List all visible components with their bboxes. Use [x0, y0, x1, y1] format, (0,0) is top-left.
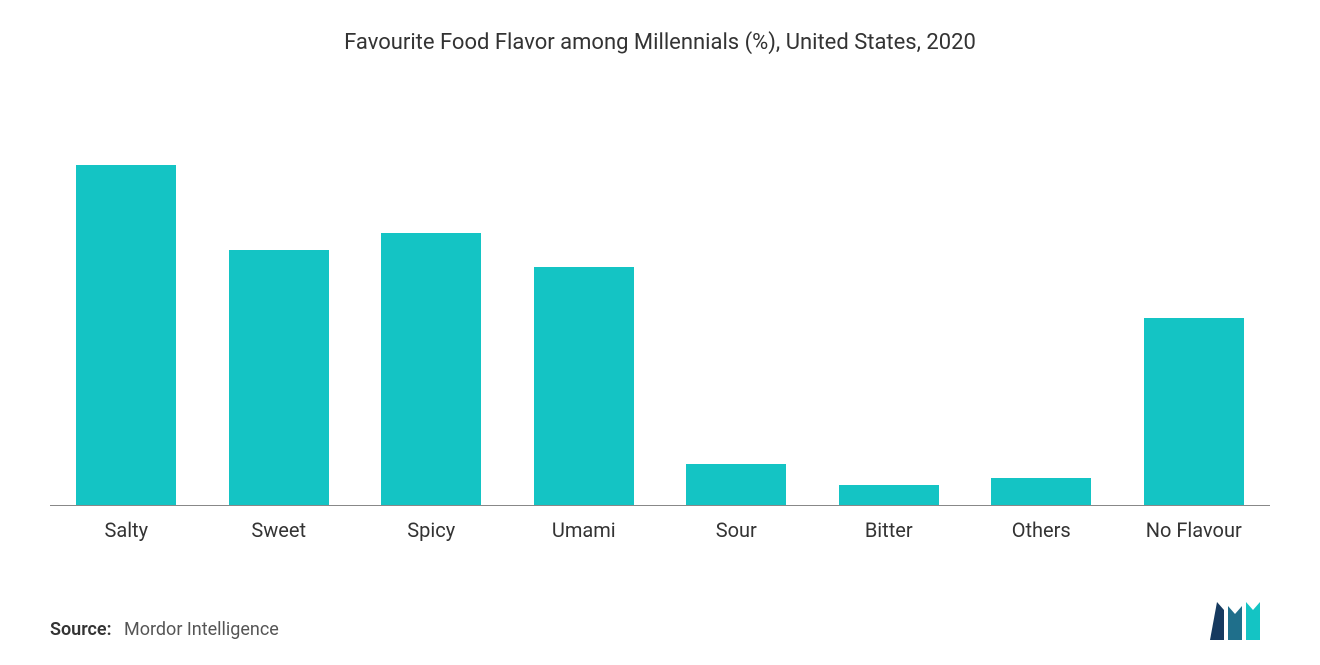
bar-slot: [1118, 125, 1271, 505]
chart-title: Favourite Food Flavor among Millennials …: [50, 30, 1270, 55]
category-label: Salty: [50, 518, 203, 542]
bar: [1144, 318, 1244, 505]
category-label: Umami: [508, 518, 661, 542]
bar-slot: [355, 125, 508, 505]
bar-slot: [813, 125, 966, 505]
category-label: Others: [965, 518, 1118, 542]
bar-slot: [660, 125, 813, 505]
category-label: Sweet: [203, 518, 356, 542]
category-label: Bitter: [813, 518, 966, 542]
bar-slot: [203, 125, 356, 505]
category-labels-row: SaltySweetSpicyUmamiSourBitterOthersNo F…: [50, 518, 1270, 542]
bar: [839, 485, 939, 505]
category-label: Spicy: [355, 518, 508, 542]
bar-slot: [965, 125, 1118, 505]
bar: [686, 464, 786, 505]
category-label: Sour: [660, 518, 813, 542]
mordor-logo-icon: [1210, 602, 1270, 640]
source-attribution: Source: Mordor Intelligence: [50, 619, 279, 640]
bar-slot: [508, 125, 661, 505]
bar: [76, 165, 176, 505]
bar: [991, 478, 1091, 505]
category-label: No Flavour: [1118, 518, 1271, 542]
bar: [381, 233, 481, 505]
chart-footer: Source: Mordor Intelligence: [50, 602, 1270, 640]
bar: [229, 250, 329, 505]
chart-container: Favourite Food Flavor among Millennials …: [0, 0, 1320, 665]
bar: [534, 267, 634, 505]
source-label: Source:: [50, 619, 112, 640]
bar-chart-plot: [50, 65, 1270, 506]
source-text: Mordor Intelligence: [124, 619, 279, 640]
bar-slot: [50, 125, 203, 505]
